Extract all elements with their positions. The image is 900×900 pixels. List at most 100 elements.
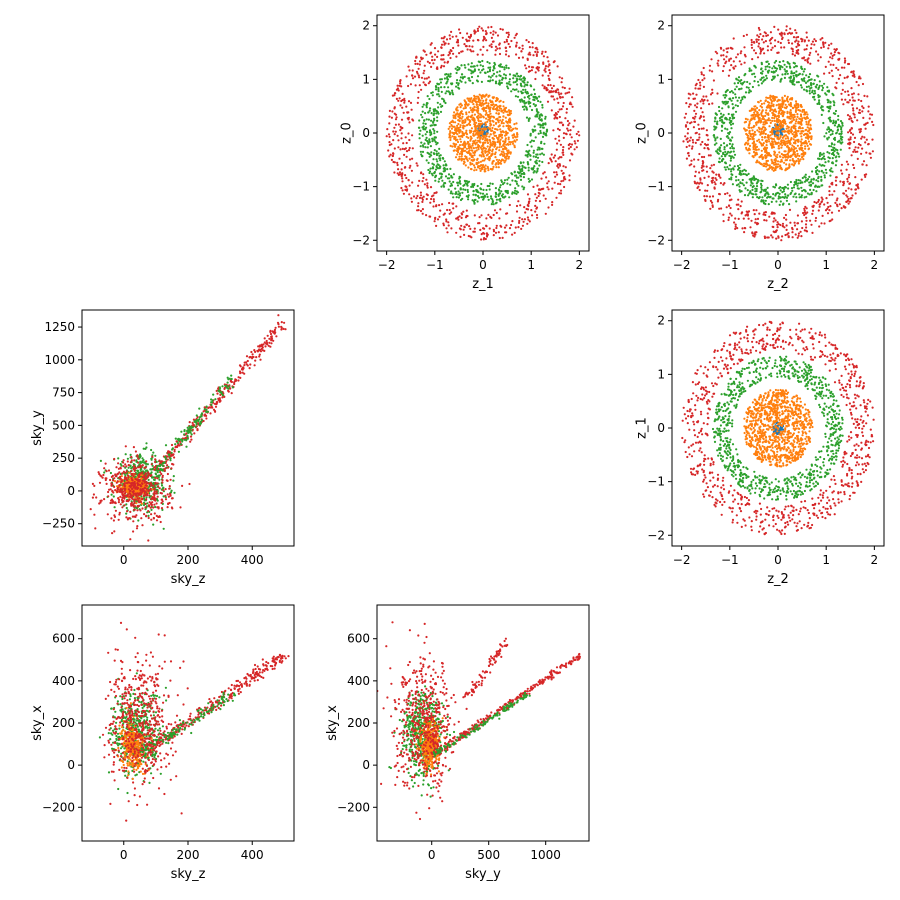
scatter-point (772, 65, 776, 68)
scatter-point (711, 102, 714, 105)
scatter-point (716, 52, 719, 55)
scatter-point (516, 95, 520, 98)
scatter-point (556, 65, 559, 68)
scatter-point (792, 164, 796, 167)
scatter-point (526, 58, 529, 62)
scatter-point (812, 92, 816, 95)
scatter-point (860, 137, 863, 140)
scatter-point (517, 176, 520, 179)
scatter-point (469, 163, 472, 166)
scatter-point (504, 189, 507, 193)
scatter-point (742, 81, 745, 85)
scatter-point (436, 82, 439, 85)
scatter-point (525, 116, 529, 119)
scatter-point (562, 136, 565, 139)
scatter-point (698, 117, 701, 120)
scatter-point (760, 67, 763, 70)
scatter-point (551, 203, 554, 206)
scatter-point (838, 132, 841, 135)
scatter-point (542, 126, 545, 129)
scatter-point (864, 127, 867, 130)
scatter-point (500, 159, 503, 163)
scatter-point (527, 169, 530, 172)
scatter-point (449, 167, 452, 170)
scatter-point (763, 219, 766, 222)
scatter-point (477, 100, 480, 103)
scatter-point (450, 184, 454, 187)
scatter-point (442, 167, 445, 170)
scatter-point (804, 173, 807, 176)
scatter-point (489, 112, 492, 115)
scatter-point (454, 131, 457, 134)
scatter-point (527, 202, 530, 205)
scatter-point (742, 184, 746, 187)
scatter-point (508, 140, 511, 144)
scatter-point (473, 141, 476, 144)
scatter-point (743, 168, 746, 171)
scatter-point (418, 84, 421, 87)
scatter-point (815, 190, 818, 193)
scatter-point (458, 155, 461, 158)
scatter-point (684, 135, 687, 138)
scatter-point (540, 142, 543, 145)
scatter-point (703, 119, 706, 122)
scatter-point (833, 104, 836, 107)
scatter-point (568, 159, 572, 162)
scatter-point (471, 184, 474, 187)
scatter-point (815, 172, 818, 176)
scatter-point (538, 123, 541, 126)
scatter-point (751, 196, 754, 199)
scatter-point (553, 171, 556, 174)
scatter-point (459, 106, 462, 109)
scatter-point (456, 140, 460, 144)
scatter-point (487, 114, 490, 117)
scatter-point (488, 110, 491, 113)
scatter-point (497, 163, 500, 166)
scatter-point (545, 130, 548, 133)
scatter-point (697, 78, 700, 82)
scatter-point (831, 92, 834, 95)
scatter-point (722, 213, 725, 216)
scatter-point (795, 74, 798, 77)
scatter-point (465, 103, 468, 106)
scatter-point (836, 125, 839, 128)
scatter-point (506, 178, 509, 181)
scatter-point (426, 146, 429, 149)
scatter-point (498, 159, 501, 162)
scatter-point (741, 97, 744, 101)
scatter-point (555, 171, 558, 174)
scatter-point (801, 67, 804, 71)
scatter-point (762, 123, 765, 126)
scatter-point (454, 187, 457, 190)
scatter-point (475, 95, 479, 98)
scatter-point (808, 53, 811, 57)
scatter-point (743, 61, 746, 64)
scatter-point (477, 112, 480, 115)
scatter-point (523, 79, 526, 82)
scatter-point (538, 148, 541, 151)
scatter-point (504, 46, 507, 49)
scatter-point (682, 140, 685, 143)
scatter-point (441, 179, 444, 182)
scatter-point (466, 32, 469, 35)
scatter-point (543, 171, 546, 174)
scatter-point (736, 99, 739, 102)
scatter-point (537, 99, 540, 103)
scatter-point (764, 162, 767, 165)
scatter-point (465, 45, 468, 48)
scatter-point (809, 180, 813, 183)
scatter-point (495, 112, 498, 115)
scatter-point (522, 77, 525, 80)
scatter-point (502, 154, 505, 157)
scatter-point (689, 103, 692, 106)
scatter-point (484, 237, 487, 241)
scatter-point (421, 116, 424, 119)
scatter-point (526, 208, 530, 211)
scatter-point (722, 142, 726, 145)
scatter-point (752, 40, 756, 44)
scatter-point (802, 211, 805, 215)
scatter-point (461, 130, 464, 134)
scatter-point (763, 164, 766, 168)
scatter-point (419, 145, 422, 148)
scatter-point (481, 138, 484, 141)
